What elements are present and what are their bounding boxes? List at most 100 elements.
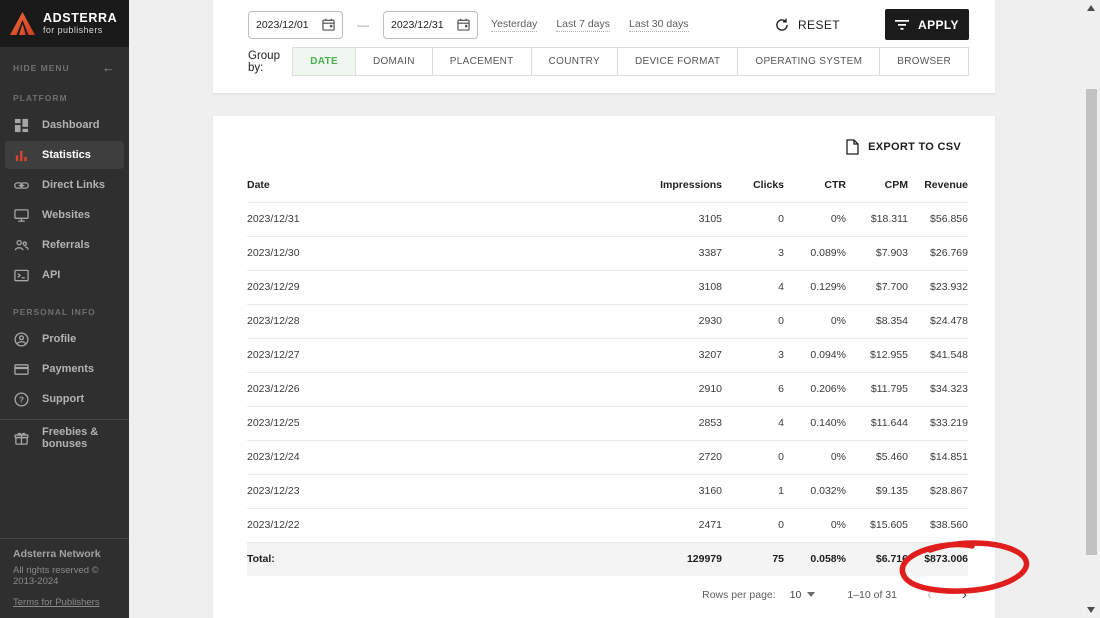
quick-range-last7[interactable]: Last 7 days (556, 17, 611, 32)
sidebar-item-payments[interactable]: Payments (5, 355, 124, 383)
statistics-card: EXPORT TO CSV Date Impressions Clicks CT… (213, 116, 995, 618)
footer-rights: All rights reserved © 2013-2024 (13, 565, 99, 587)
calendar-icon[interactable] (457, 18, 470, 31)
group-tab-device-format[interactable]: DEVICE FORMAT (616, 47, 739, 76)
scrollbar-down-icon[interactable] (1087, 607, 1095, 613)
group-tabs: DATE DOMAIN PLACEMENT COUNTRY DEVICE FORMAT O… (292, 47, 969, 76)
date-range-dash: — (357, 17, 369, 32)
api-icon (14, 269, 29, 281)
cell-clicks: 0 (722, 439, 784, 474)
reset-button[interactable]: RESET (775, 18, 840, 32)
date-to-field[interactable] (383, 10, 478, 39)
apply-button[interactable]: APPLY (885, 9, 969, 40)
quick-range-last30[interactable]: Last 30 days (629, 17, 689, 32)
table-row: 2023/12/26 2910 6 0.206% $11.795 $34.323 (247, 371, 968, 406)
chevron-left-icon[interactable]: ‹ (927, 586, 932, 603)
cell-revenue: $34.323 (908, 371, 968, 406)
hide-menu-button[interactable]: HIDE MENU ← (0, 47, 129, 81)
sidebar-item-api[interactable]: API (5, 261, 124, 289)
group-tab-domain[interactable]: DOMAIN (354, 47, 433, 76)
scrollbar-up-icon[interactable] (1087, 5, 1095, 11)
cell-clicks: 0 (722, 201, 784, 236)
cell-clicks: 1 (722, 473, 784, 508)
cell-ctr: 0.129% (784, 269, 846, 304)
cell-ctr: 0% (784, 201, 846, 236)
sidebar-item-dashboard[interactable]: Dashboard (5, 111, 124, 139)
refresh-icon (776, 18, 788, 31)
sidebar-divider (0, 419, 129, 420)
pagination: Rows per page: 10 1–10 of 31 ‹ › (213, 576, 995, 602)
websites-icon (14, 208, 29, 222)
table-row: 2023/12/28 2930 0 0% $8.354 $24.478 (247, 303, 968, 338)
cell-impressions: 2471 (627, 507, 722, 542)
scrollbar[interactable] (1083, 0, 1100, 618)
cell-cpm: $5.460 (846, 439, 908, 474)
calendar-icon[interactable] (322, 18, 335, 31)
cell-impressions: 3105 (627, 201, 722, 236)
pagination-range: 1–10 of 31 (847, 588, 897, 601)
cell-revenue: $56.856 (908, 201, 968, 236)
cell-impressions: 2720 (627, 439, 722, 474)
total-clicks: 75 (722, 541, 784, 576)
cell-cpm: $11.795 (846, 371, 908, 406)
cell-revenue: $14.851 (908, 439, 968, 474)
table-body: 2023/12/31 3105 0 0% $18.311 $56.856 2023/12/3… (247, 201, 968, 542)
cell-cpm: $15.605 (846, 507, 908, 542)
sidebar-item-profile[interactable]: Profile (5, 325, 124, 353)
scrollbar-thumb[interactable] (1086, 89, 1097, 555)
total-ctr: 0.058% (784, 541, 846, 576)
table-header-row: Date Impressions Clicks CTR CPM Revenue (247, 169, 968, 202)
total-revenue: $873.006 (908, 541, 968, 576)
sidebar-item-direct-links[interactable]: Direct Links (5, 171, 124, 199)
date-to-input[interactable] (391, 18, 453, 31)
cell-ctr: 0.140% (784, 405, 846, 440)
sidebar-footer: Adsterra Network All rights reserved © 2… (0, 538, 129, 610)
cell-ctr: 0.032% (784, 473, 846, 508)
cell-ctr: 0.089% (784, 235, 846, 270)
sidebar-item-referrals[interactable]: Referrals (5, 231, 124, 259)
section-label-platform: PLATFORM (13, 93, 68, 103)
cell-impressions: 2930 (627, 303, 722, 338)
sidebar-item-label: Profile (42, 333, 77, 345)
hide-menu-label: HIDE MENU (13, 62, 70, 73)
apply-label: APPLY (918, 17, 959, 32)
sidebar-item-websites[interactable]: Websites (5, 201, 124, 229)
chevron-right-icon[interactable]: › (962, 586, 967, 603)
payments-icon (14, 363, 29, 375)
cell-date: 2023/12/26 (247, 371, 627, 406)
cell-clicks: 4 (722, 269, 784, 304)
group-tab-operating-system[interactable]: OPERATING SYSTEM (737, 47, 881, 76)
sidebar-item-freebies[interactable]: Freebies & bonuses (5, 424, 124, 452)
group-tab-country[interactable]: COUNTRY (530, 47, 618, 76)
direct-links-icon (14, 181, 29, 189)
group-tab-browser[interactable]: BROWSER (879, 47, 969, 76)
rows-per-page-select[interactable]: 10 (790, 589, 816, 601)
cell-clicks: 0 (722, 507, 784, 542)
logo-subtitle: for publishers (43, 25, 103, 35)
date-from-input[interactable] (256, 18, 318, 31)
cell-clicks: 3 (722, 337, 784, 372)
svg-text:?: ? (19, 394, 24, 404)
sidebar-item-label: Support (42, 393, 85, 405)
total-impressions: 129979 (627, 541, 722, 576)
column-header-cpm: CPM (884, 179, 908, 192)
date-from-field[interactable] (248, 10, 343, 39)
sidebar-item-support[interactable]: ? Support (5, 385, 124, 413)
logo[interactable]: ADSTERRA for publishers (0, 0, 129, 47)
cell-date: 2023/12/24 (247, 439, 627, 474)
footer-terms-link[interactable]: Terms for Publishers (13, 597, 100, 608)
group-tab-date[interactable]: DATE (292, 47, 356, 76)
sidebar-item-label: Websites (42, 209, 91, 221)
quick-range-yesterday[interactable]: Yesterday (491, 17, 538, 32)
sidebar: ADSTERRA for publishers HIDE MENU ← PLAT… (0, 0, 129, 618)
group-tab-placement[interactable]: PLACEMENT (431, 47, 532, 76)
sidebar-item-label: Referrals (42, 239, 90, 251)
export-csv-button[interactable]: EXPORT TO CSV (213, 116, 995, 155)
cell-cpm: $9.135 (846, 473, 908, 508)
cell-revenue: $26.769 (908, 235, 968, 270)
cell-date: 2023/12/23 (247, 473, 627, 508)
profile-icon (14, 331, 29, 347)
sidebar-item-statistics[interactable]: Statistics (5, 141, 124, 169)
cell-date: 2023/12/30 (247, 235, 627, 270)
reset-label: RESET (797, 17, 840, 32)
